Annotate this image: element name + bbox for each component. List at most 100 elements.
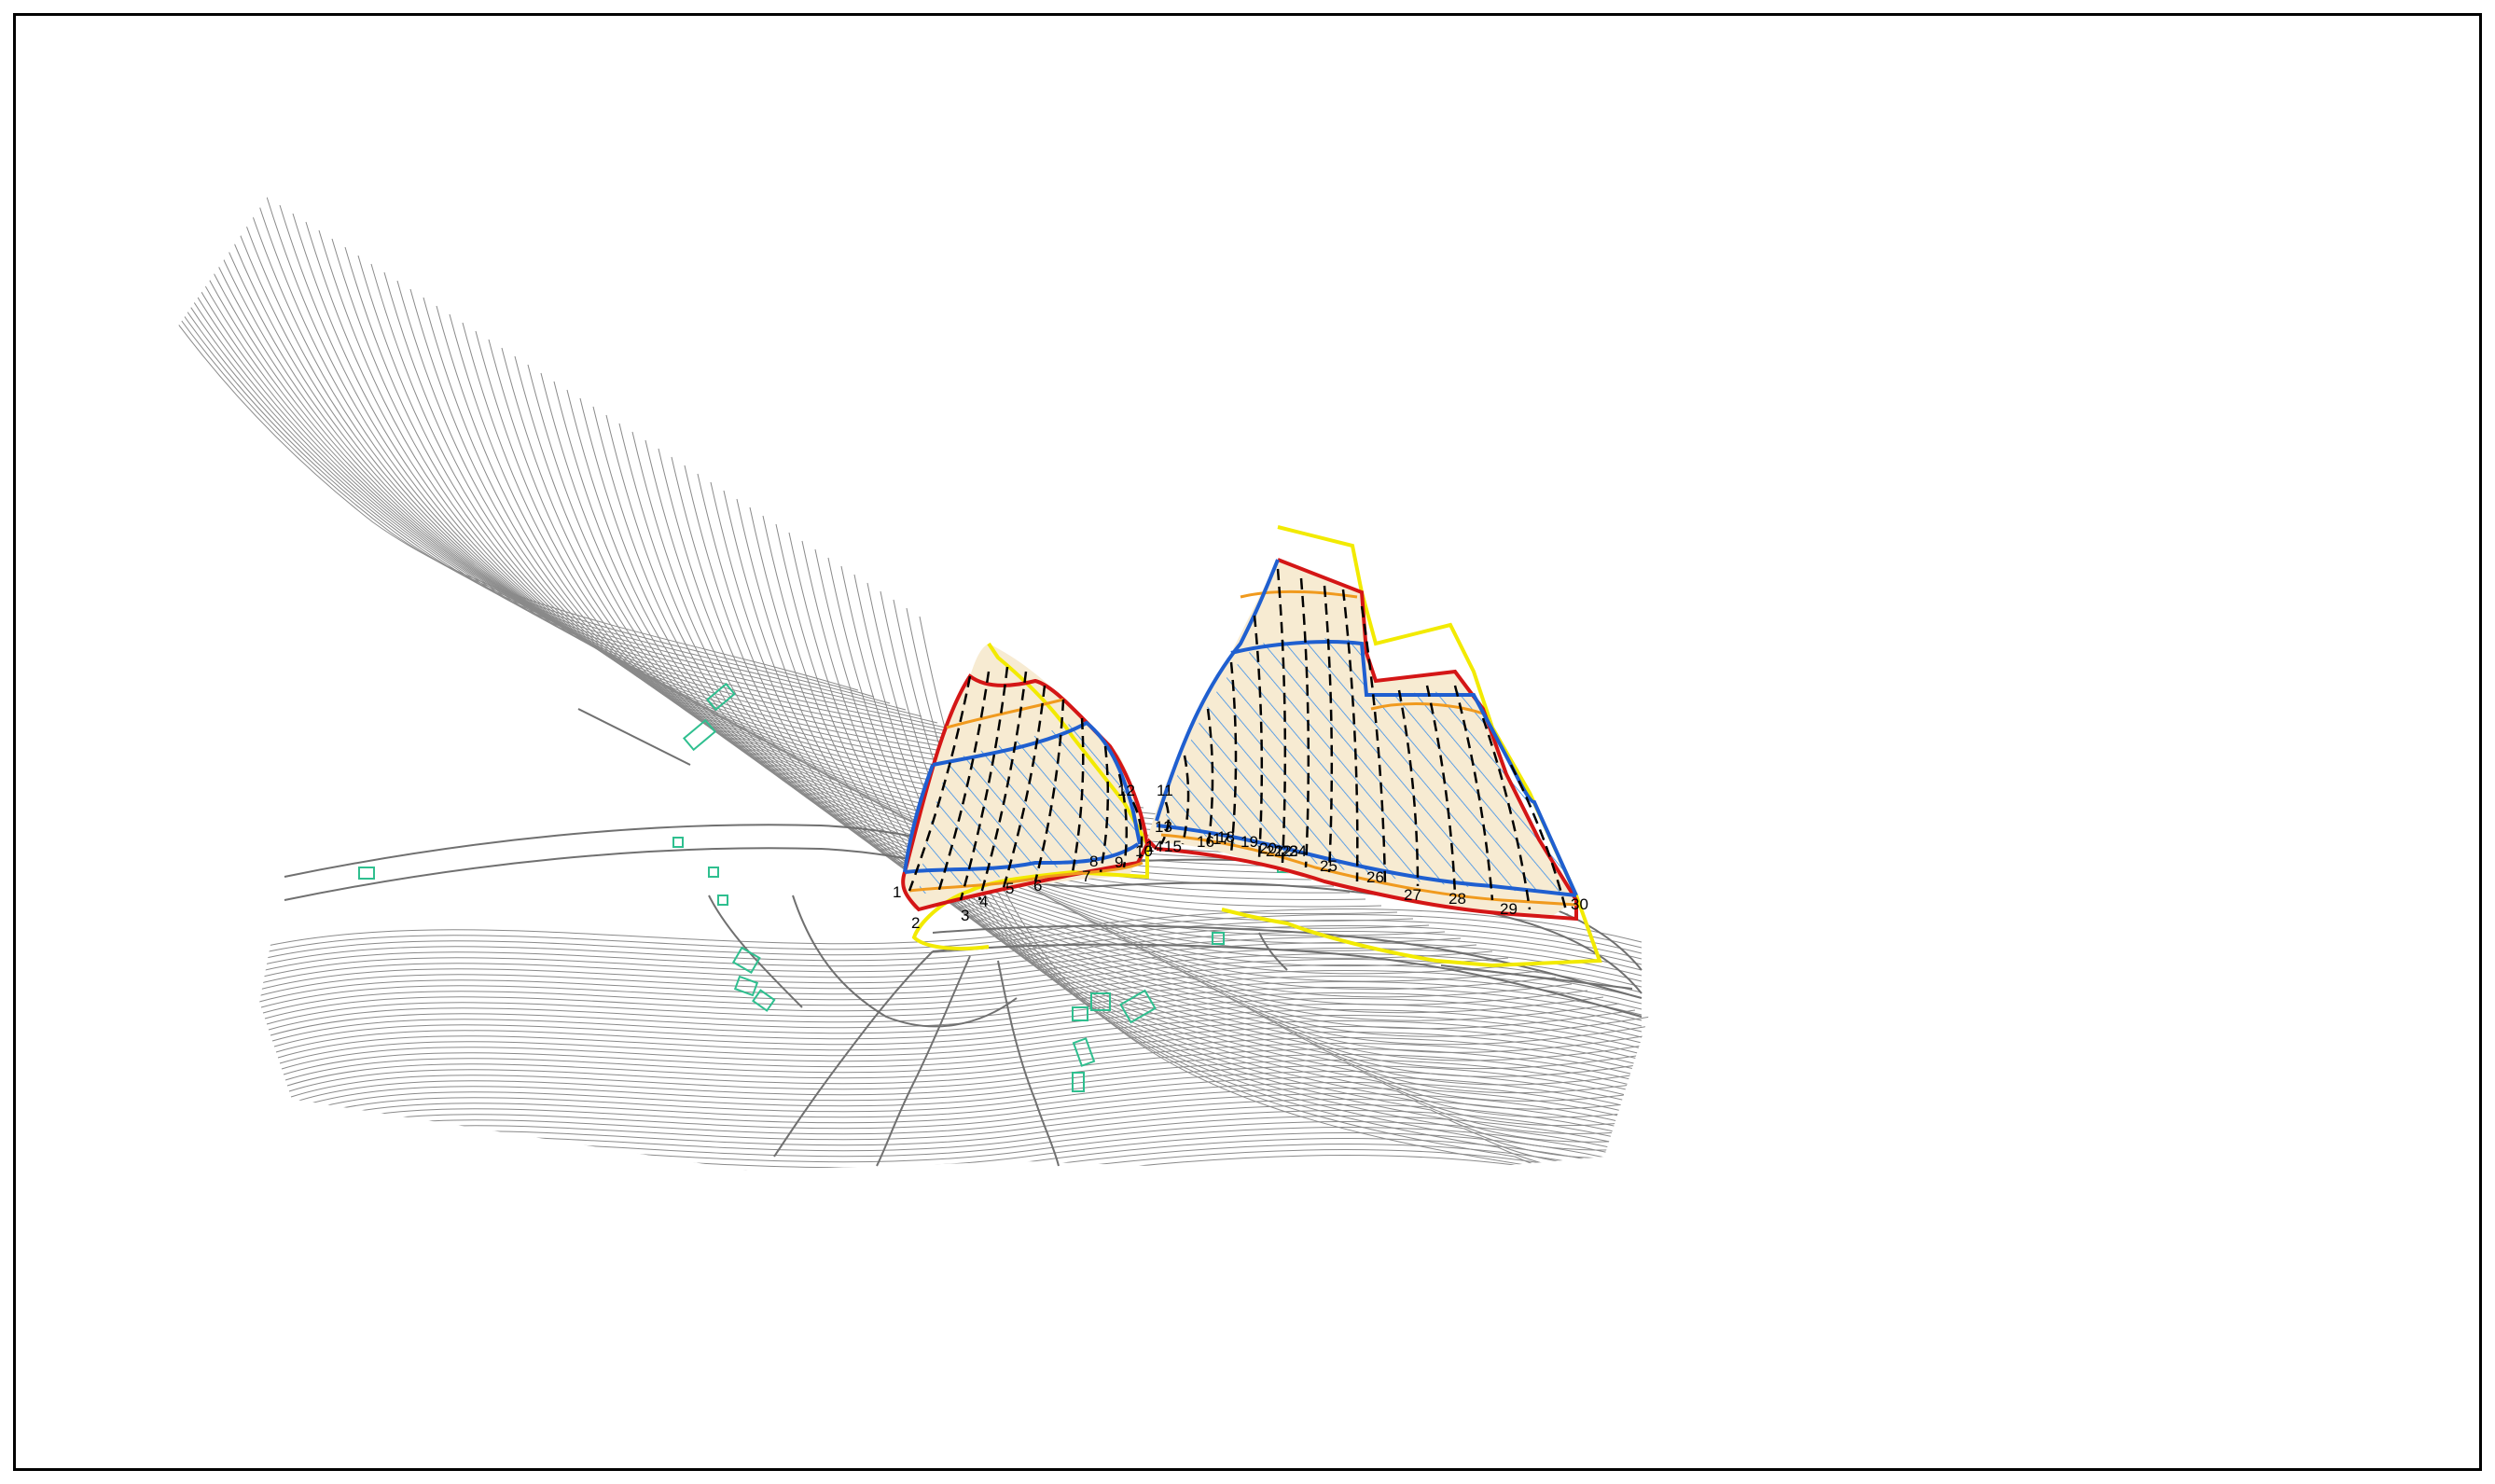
section-label-19: 19: [1241, 833, 1258, 851]
section-label-2: 2: [911, 914, 920, 932]
contour-line: [736, 498, 1660, 1077]
section-label-7: 7: [1082, 867, 1090, 885]
section-line: [1071, 717, 1085, 873]
contour-line: [253, 942, 1643, 986]
section-line: [908, 675, 972, 892]
section-line: [1397, 689, 1420, 887]
section-label-13: 13: [1155, 818, 1172, 836]
section-line: [1323, 585, 1334, 873]
contour-line: [284, 1037, 1643, 1081]
section-label-16: 16: [1197, 833, 1214, 851]
section-label-22: 22: [1274, 842, 1292, 860]
section-label-30: 30: [1571, 895, 1588, 913]
section-label-6: 6: [1033, 877, 1042, 895]
section-line: [936, 671, 991, 896]
contour-line: [281, 1026, 1643, 1070]
contour-line: [70, 70, 922, 717]
contour-line: [57, 62, 907, 711]
contour-line: [44, 53, 891, 704]
contour-line: [268, 987, 1643, 1031]
section-label-10: 10: [1135, 842, 1153, 860]
section-label-23: 23: [1281, 842, 1298, 860]
contour-line: [788, 532, 1660, 1110]
section-label-5: 5: [1005, 880, 1014, 897]
contour-line: [109, 95, 970, 737]
contour-line: [201, 154, 1081, 783]
contour-line: [309, 1110, 1643, 1154]
section-line: [1033, 699, 1065, 882]
contour-line: [18, 36, 859, 691]
contour-line: [324, 1155, 1643, 1175]
section-label-12: 12: [1117, 782, 1135, 799]
contour-line: [697, 473, 1660, 1053]
contour-line: [775, 523, 1660, 1102]
contour-line: [370, 263, 1287, 867]
contour-line: [303, 1093, 1643, 1137]
contour-line: [579, 397, 1541, 982]
section-label-1: 1: [893, 883, 901, 901]
contour-line: [436, 305, 1366, 900]
contour-line: [296, 1071, 1643, 1115]
contour-line: [260, 964, 1643, 1008]
contour-line: [814, 548, 1660, 1127]
section-line: [1425, 685, 1457, 896]
section-label-24: 24: [1289, 842, 1307, 860]
section-line: [1341, 589, 1359, 882]
contour-line: [671, 456, 1652, 1037]
contour-line: [299, 1082, 1643, 1126]
drawing-frame: [13, 13, 2482, 1471]
section-label-21: 21: [1266, 842, 1283, 860]
contour-line: [283, 1032, 1643, 1075]
section-label-11: 11: [1157, 782, 1173, 799]
contour-line: [749, 506, 1660, 1086]
contour-line: [273, 1004, 1643, 1047]
contour-line: [275, 1009, 1643, 1053]
section-line: [1001, 685, 1047, 892]
contour-line: [266, 981, 1643, 1025]
section-label-4: 4: [979, 893, 988, 910]
contour-line: [290, 1054, 1643, 1098]
contour-line: [305, 1099, 1643, 1143]
section-line: [1117, 773, 1129, 868]
contour-line: [605, 414, 1573, 998]
section-label-3: 3: [961, 907, 969, 924]
contour-line: [286, 1043, 1643, 1087]
contour-line: [462, 322, 1398, 915]
contour-line: [298, 1076, 1643, 1120]
contour-line: [242, 908, 1643, 952]
contour-line: [631, 431, 1604, 1014]
section-line: [1159, 801, 1171, 845]
landslide-right: [1145, 525, 1602, 968]
section-line: [1276, 568, 1287, 864]
contour-line: [249, 931, 1643, 975]
section-label-29: 29: [1500, 900, 1518, 918]
section-label-26: 26: [1366, 868, 1384, 886]
section-lines: [908, 568, 1569, 915]
contour-line: [255, 948, 1643, 992]
contour-line: [279, 1020, 1643, 1064]
contour-line: [148, 120, 1018, 756]
section-label-20: 20: [1259, 839, 1277, 857]
contour-line: [762, 515, 1660, 1094]
contour-line: [96, 87, 954, 730]
contour-line: [174, 137, 1049, 770]
contour-line: [592, 406, 1557, 991]
section-label-17: 17: [1213, 830, 1230, 848]
section-line: [1453, 685, 1494, 901]
contour-line: [161, 129, 1033, 763]
contour-line: [292, 1060, 1643, 1103]
contour-line: [723, 490, 1660, 1070]
contour-line: [135, 112, 1002, 750]
contour-line: [288, 1048, 1643, 1092]
section-label-28: 28: [1448, 890, 1466, 908]
section-line: [1360, 605, 1387, 887]
section-line: [1131, 801, 1144, 859]
section-line: [1481, 717, 1532, 910]
contour-line: [243, 914, 1643, 958]
contour-line: [262, 970, 1643, 1014]
section-label-18: 18: [1217, 828, 1235, 846]
section-label-14: 14: [1145, 838, 1163, 855]
contour-line: [307, 1104, 1643, 1148]
